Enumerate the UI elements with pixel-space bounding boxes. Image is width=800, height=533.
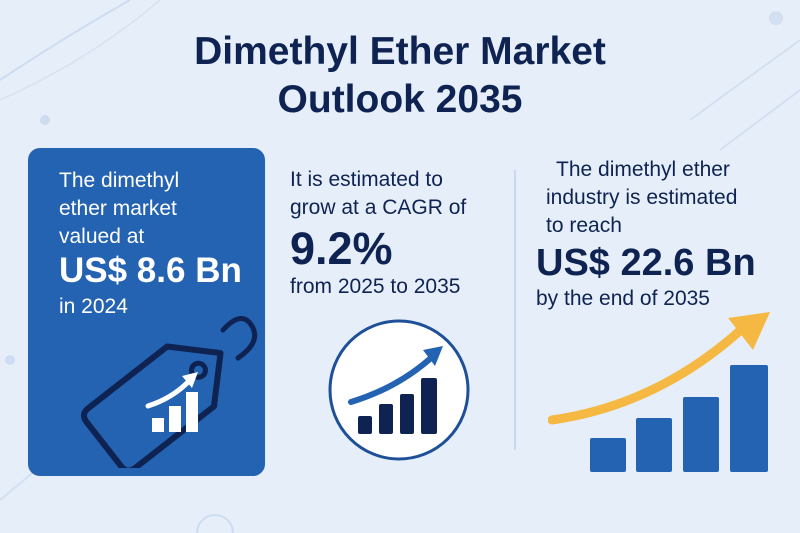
cagr-line-2: grow at a CAGR of bbox=[290, 196, 467, 219]
title-line-1: Dimethyl Ether Market bbox=[194, 30, 606, 73]
column-divider bbox=[514, 170, 516, 450]
market-value-line-2: ether market bbox=[59, 197, 177, 220]
forecast-line-2: industry is estimated bbox=[546, 186, 738, 209]
cagr-block: It is estimated to grow at a CAGR of 9.2… bbox=[290, 166, 466, 300]
market-value-line-3: valued at bbox=[59, 225, 145, 248]
forecast-line-1: The dimethyl ether bbox=[556, 158, 730, 181]
market-value-year: in 2024 bbox=[59, 295, 128, 318]
cagr-period: from 2025 to 2035 bbox=[290, 275, 461, 298]
market-value-line-1: The dimethyl bbox=[59, 169, 180, 192]
cagr-lead: It is estimated to grow at a CAGR of bbox=[290, 166, 466, 222]
market-value-lead: The dimethyl ether market valued at bbox=[59, 167, 179, 251]
title-line-2: Outlook 2035 bbox=[277, 78, 523, 121]
market-value-card: The dimethyl ether market valued at US$ … bbox=[28, 148, 265, 476]
forecast-block: The dimethyl ether industry is estimated… bbox=[536, 156, 756, 312]
forecast-value: US$ 22.6 Bn bbox=[536, 242, 756, 284]
forecast-line-3: to reach bbox=[546, 214, 622, 237]
market-value-amount: US$ 8.6 Bn bbox=[59, 251, 242, 290]
forecast-period: by the end of 2035 bbox=[536, 287, 710, 310]
forecast-lead: The dimethyl ether industry is estimated… bbox=[546, 156, 756, 240]
price-tag-growth-icon bbox=[81, 316, 258, 468]
cagr-value: 9.2% bbox=[290, 223, 393, 274]
rising-bar-chart-icon bbox=[548, 312, 770, 472]
circle-growth-chart-icon bbox=[328, 319, 470, 461]
page-title: Dimethyl Ether Market Outlook 2035 bbox=[100, 28, 700, 124]
cagr-line-1: It is estimated to bbox=[290, 168, 443, 191]
